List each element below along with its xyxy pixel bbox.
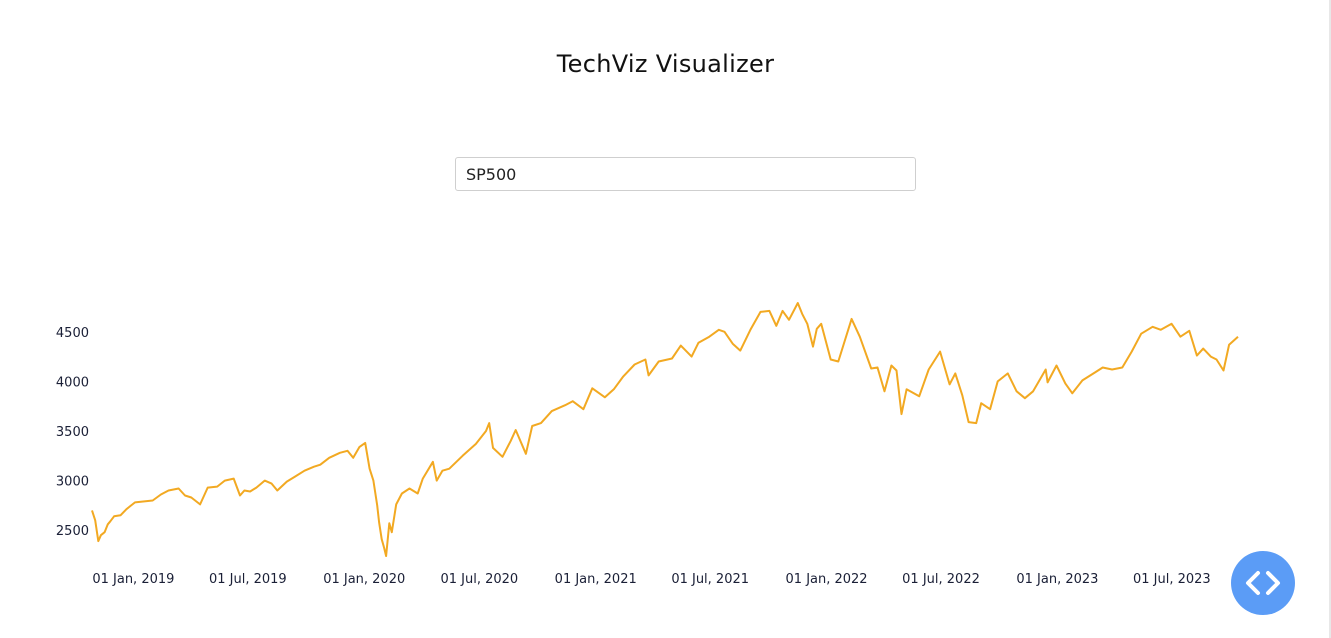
x-tick-label: 01 Jul, 2020: [440, 572, 518, 587]
y-tick-label: 4500: [56, 326, 89, 341]
x-tick-label: 01 Jan, 2023: [1016, 572, 1098, 587]
y-tick-label: 3500: [56, 425, 89, 440]
code-toggle-button[interactable]: [1231, 551, 1295, 615]
x-tick-label: 01 Jul, 2022: [902, 572, 980, 587]
x-tick-label: 01 Jul, 2019: [209, 572, 287, 587]
y-axis-ticks: 2500 3000 3500 4000 4500: [56, 326, 89, 539]
ticker-search-input[interactable]: [455, 157, 916, 191]
x-tick-label: 01 Jan, 2022: [786, 572, 868, 587]
series-line: [91, 302, 1239, 557]
x-axis-ticks: 01 Jan, 2019 01 Jul, 2019 01 Jan, 2020 01 J…: [92, 572, 1210, 587]
x-tick-label: 01 Jul, 2021: [671, 572, 749, 587]
code-icon: [1246, 571, 1280, 595]
y-tick-label: 4000: [56, 375, 89, 390]
x-tick-label: 01 Jan, 2019: [92, 572, 174, 587]
x-tick-label: 01 Jan, 2021: [555, 572, 637, 587]
y-tick-label: 3000: [56, 475, 89, 490]
y-tick-label: 2500: [56, 524, 89, 539]
page-title: TechViz Visualizer: [556, 50, 775, 78]
x-tick-label: 01 Jan, 2020: [323, 572, 405, 587]
x-tick-label: 01 Jul, 2023: [1133, 572, 1211, 587]
page-edge-divider: [1329, 0, 1331, 638]
